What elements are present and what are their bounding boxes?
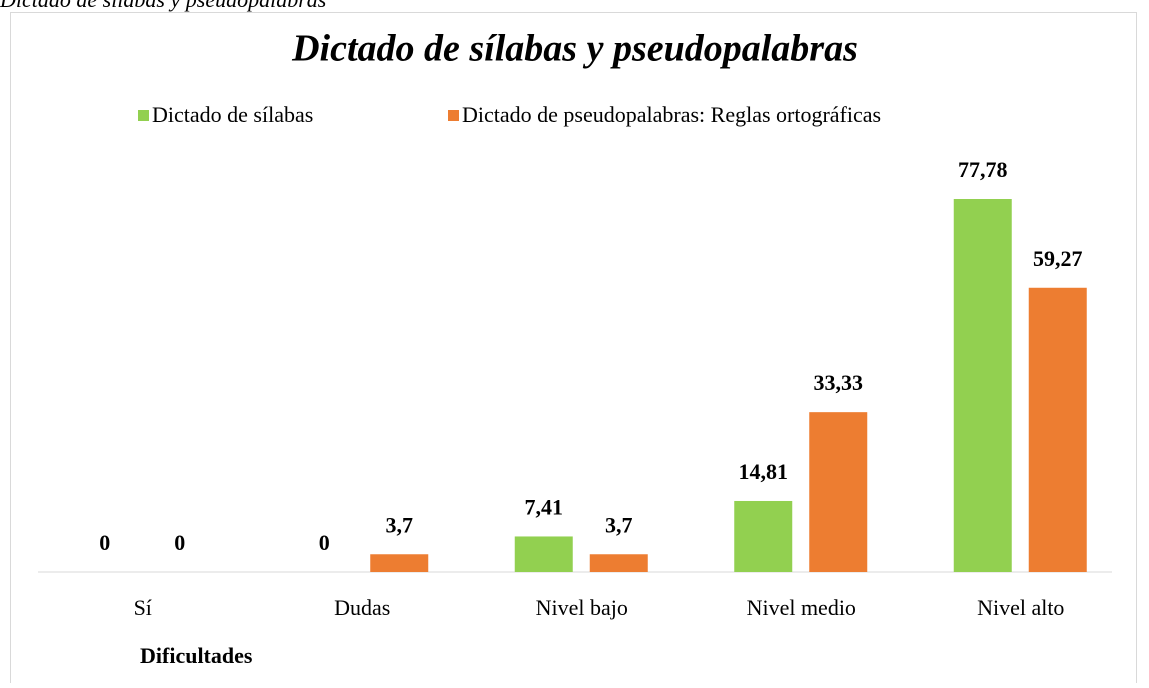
x-tick-label: Nivel alto [977,595,1064,620]
data-label: 14,81 [739,459,789,484]
data-label: 77,78 [958,157,1008,182]
chart-frame [10,12,1137,688]
data-label: 33,33 [814,370,864,395]
legend-swatch [138,110,149,121]
bar [953,199,1012,572]
bar [734,500,793,572]
bar [589,554,648,572]
x-tick-label: Dudas [334,595,390,620]
x-tick-label: Nivel medio [747,595,856,620]
chart-title: Dictado de sílabas y pseudopalabras [291,28,858,70]
data-label: 0 [319,530,330,555]
bar [809,412,868,572]
x-tick-label: Nivel bajo [536,595,628,620]
data-label: 7,41 [525,495,564,520]
caption: Dictado de sílabas y pseudopalabras [0,0,326,12]
data-label: 0 [99,530,110,555]
legend-label: Dictado de pseudopalabras: Reglas ortogr… [462,102,881,127]
data-label: 59,27 [1033,246,1083,271]
legend-label: Dictado de sílabas [152,102,313,127]
x-axis-title: Dificultades [140,643,253,668]
data-label: 0 [174,530,185,555]
legend-swatch [448,110,459,121]
data-label: 3,7 [386,512,414,537]
bar [370,554,429,572]
data-label: 3,7 [605,512,633,537]
bar [1028,287,1087,572]
x-tick-label: Sí [134,595,152,620]
bar [514,536,573,572]
